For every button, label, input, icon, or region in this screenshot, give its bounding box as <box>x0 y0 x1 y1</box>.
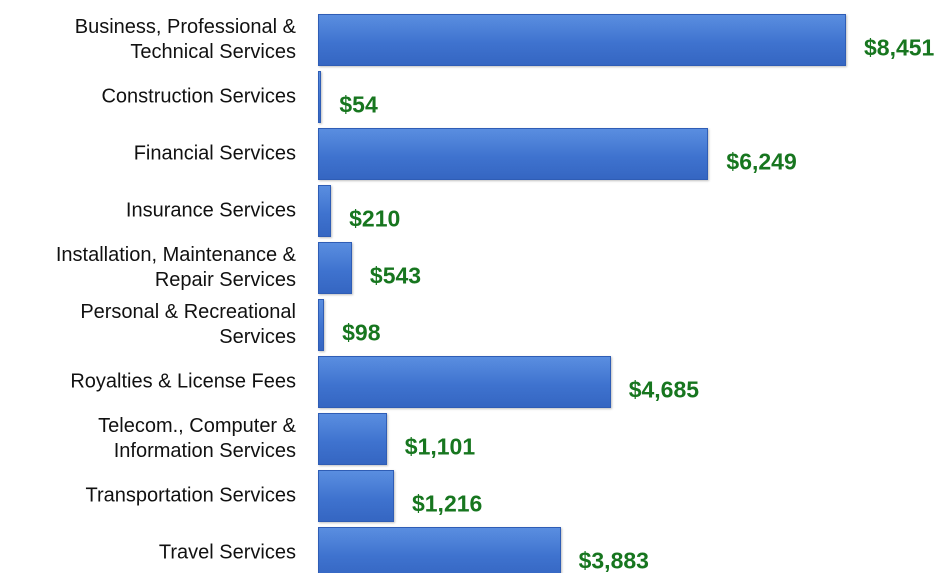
value-label: $1,216 <box>411 490 483 517</box>
category-label: Telecom., Computer & Information Service… <box>98 415 296 462</box>
bar <box>318 14 846 66</box>
value-label: $543 <box>369 262 422 289</box>
category-label: Transportation Services <box>85 484 296 507</box>
value-label: $54 <box>339 91 378 118</box>
bar <box>318 242 352 294</box>
bar <box>318 527 561 573</box>
value-label: $6,249 <box>726 148 797 175</box>
category-label: Travel Services <box>158 541 296 564</box>
bar <box>318 185 332 237</box>
bar <box>318 299 325 351</box>
bar <box>318 128 709 180</box>
bar <box>318 413 387 465</box>
category-label: Installation, Maintenance & Repair Servi… <box>55 244 296 291</box>
bar <box>318 470 394 522</box>
bar <box>318 356 611 408</box>
bar <box>318 71 322 123</box>
value-label: $98 <box>342 319 381 346</box>
value-label: $210 <box>349 205 401 232</box>
value-label: $3,883 <box>578 547 649 573</box>
value-label: $4,685 <box>628 376 700 403</box>
category-label: Financial Services <box>133 142 296 165</box>
category-label: Royalties & License Fees <box>70 370 296 393</box>
value-label: $1,101 <box>404 433 476 460</box>
category-label: Insurance Services <box>125 199 296 222</box>
value-label: $8,451 <box>864 34 935 61</box>
category-label: Personal & Recreational Services <box>80 301 296 348</box>
category-label: Business, Professional & Technical Servi… <box>74 16 296 63</box>
category-label: Construction Services <box>101 85 296 108</box>
